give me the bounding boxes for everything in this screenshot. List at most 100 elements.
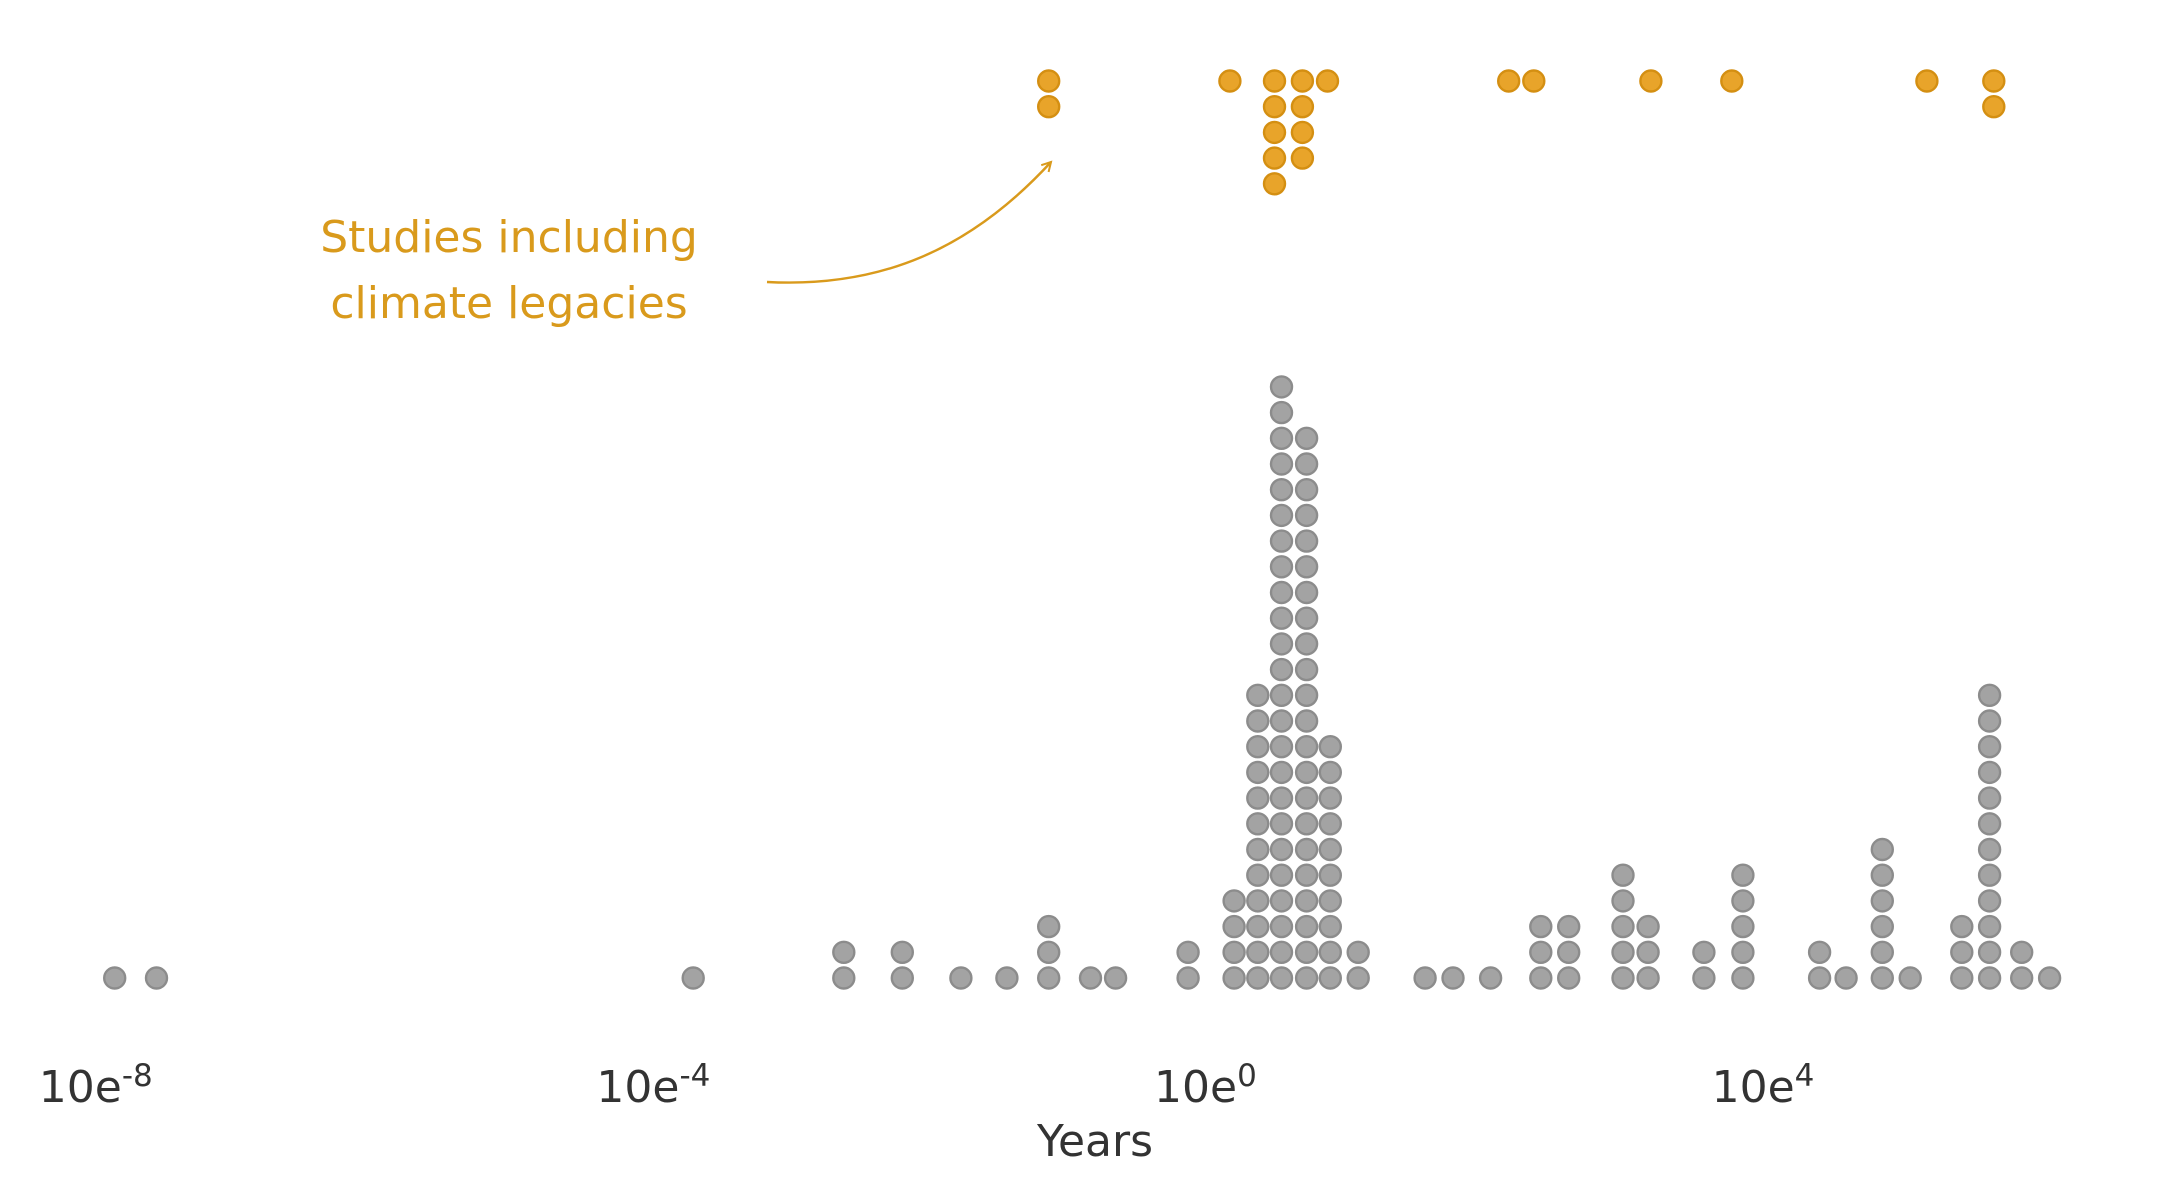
all-studies-dot-33-0 — [2037, 966, 2062, 990]
all-studies-dot-23-0 — [1636, 966, 1660, 990]
all-studies-dot-14-5 — [1294, 837, 1319, 862]
all-studies-dot-3-0 — [832, 966, 856, 990]
climate-legacy-dot-2-1 — [1262, 94, 1287, 119]
all-studies-dot-12-5 — [1246, 837, 1270, 862]
all-studies-dot-14-16 — [1294, 555, 1319, 579]
all-studies-dot-20-1 — [1529, 940, 1553, 964]
annotation-line-1: Studies including — [320, 212, 698, 263]
all-studies-dot-30-2 — [1950, 914, 1974, 939]
all-studies-dot-13-20 — [1269, 452, 1294, 476]
all-studies-dot-31-2 — [1977, 914, 2002, 939]
all-studies-dot-31-1 — [1977, 940, 2002, 964]
all-studies-dot-22-0 — [1611, 966, 1635, 990]
all-studies-dot-2-0 — [681, 966, 705, 990]
all-studies-dot-31-6 — [1977, 812, 2002, 836]
all-studies-dot-12-3 — [1246, 889, 1270, 913]
all-studies-dot-31-7 — [1977, 786, 2002, 810]
all-studies-dot-8-0 — [1078, 966, 1103, 990]
x-axis-title: Years — [1036, 1116, 1153, 1167]
all-studies-dot-15-3 — [1318, 889, 1343, 913]
all-studies-dot-13-10 — [1269, 709, 1294, 733]
all-studies-dot-12-0 — [1246, 966, 1270, 990]
climate-legacy-dots — [1036, 69, 2006, 196]
all-studies-dot-6-0 — [995, 966, 1019, 990]
climate-legacy-dot-7-0 — [1639, 69, 1663, 93]
all-studies-dot-13-12 — [1269, 657, 1294, 682]
all-studies-dot-31-9 — [1977, 735, 2002, 759]
all-studies-dot-17-0 — [1413, 966, 1437, 990]
all-studies-dot-13-23 — [1269, 375, 1294, 399]
all-studies-dot-14-1 — [1294, 940, 1319, 964]
all-studies-dot-31-10 — [1977, 709, 2002, 733]
all-studies-dot-32-0 — [2009, 966, 2034, 990]
all-studies-dot-14-7 — [1294, 786, 1319, 810]
all-studies-dot-14-17 — [1294, 529, 1319, 553]
all-studies-dot-30-1 — [1950, 940, 1974, 964]
climate-legacy-dot-10-0 — [1982, 69, 2006, 93]
all-studies-dot-14-10 — [1294, 709, 1319, 733]
all-studies-dot-28-0 — [1870, 966, 1895, 990]
all-studies-dot-9-0 — [1103, 966, 1128, 990]
all-studies-dot-15-8 — [1318, 760, 1343, 785]
climate-legacy-dot-3-0 — [1290, 69, 1315, 93]
all-studies-dot-15-7 — [1318, 786, 1343, 810]
all-studies-dot-30-0 — [1950, 966, 1974, 990]
all-studies-dot-22-3 — [1611, 889, 1635, 913]
all-studies-dot-4-1 — [890, 940, 914, 964]
all-studies-dot-12-4 — [1246, 863, 1270, 887]
all-studies-dot-27-0 — [1834, 966, 1858, 990]
x-tick-label-3: 10e4 — [1712, 1058, 1815, 1113]
climate-legacy-dot-3-2 — [1290, 120, 1315, 145]
all-studies-dot-15-1 — [1318, 940, 1343, 964]
x-tick-label-0: 10e-8 — [39, 1058, 153, 1113]
all-studies-dot-13-7 — [1269, 786, 1294, 810]
all-studies-dot-15-5 — [1318, 837, 1343, 862]
climate-legacy-dot-6-0 — [1522, 69, 1546, 93]
climate-legacy-dot-2-0 — [1262, 69, 1287, 93]
all-studies-dot-11-1 — [1222, 940, 1246, 964]
all-studies-dot-13-2 — [1269, 914, 1294, 939]
x-tick-base-3: 10e — [1712, 1062, 1795, 1113]
climate-legacy-dot-0-1 — [1036, 94, 1061, 119]
all-studies-dot-12-2 — [1246, 914, 1270, 939]
climate-legacy-dot-1-0 — [1218, 69, 1242, 93]
climate-legacy-dot-3-3 — [1290, 146, 1315, 170]
all-studies-dot-24-0 — [1692, 966, 1716, 990]
all-studies-dot-28-5 — [1870, 837, 1895, 862]
all-studies-dot-31-11 — [1977, 683, 2002, 707]
all-studies-dot-14-13 — [1294, 632, 1319, 656]
all-studies-dot-28-2 — [1870, 914, 1895, 939]
all-studies-dot-7-0 — [1036, 966, 1061, 990]
all-studies-dot-0-0 — [102, 966, 127, 990]
x-tick-label-2: 10e0 — [1154, 1058, 1257, 1113]
all-studies-dot-13-4 — [1269, 863, 1294, 887]
all-studies-dot-19-0 — [1478, 966, 1503, 990]
climate-legacy-dot-8-0 — [1720, 69, 1744, 93]
all-studies-dot-14-9 — [1294, 735, 1319, 759]
all-studies-dot-11-0 — [1222, 966, 1246, 990]
all-studies-dot-13-18 — [1269, 503, 1294, 528]
all-studies-dot-4-0 — [890, 966, 914, 990]
all-studies-dot-12-8 — [1246, 760, 1270, 785]
climate-legacy-dot-9-0 — [1915, 69, 1939, 93]
all-studies-dot-22-4 — [1611, 863, 1635, 887]
all-studies-dot-14-15 — [1294, 580, 1319, 605]
all-studies-dot-13-6 — [1269, 812, 1294, 836]
all-studies-dot-13-8 — [1269, 760, 1294, 785]
climate-legacy-dot-2-2 — [1262, 120, 1287, 145]
all-studies-dot-23-1 — [1636, 940, 1660, 964]
all-studies-dot-12-1 — [1246, 940, 1270, 964]
all-studies-dot-15-6 — [1318, 812, 1343, 836]
all-studies-dot-26-1 — [1807, 940, 1832, 964]
all-studies-dot-22-2 — [1611, 914, 1635, 939]
x-tick-base-1: 10e — [596, 1062, 679, 1113]
all-studies-dot-12-9 — [1246, 735, 1270, 759]
all-studies-dot-13-14 — [1269, 606, 1294, 630]
climate-legacy-dot-2-3 — [1262, 146, 1287, 170]
all-studies-dot-13-17 — [1269, 529, 1294, 553]
x-tick-exponent-0: -8 — [122, 1058, 153, 1094]
all-studies-dot-14-8 — [1294, 760, 1319, 785]
all-studies-dot-11-2 — [1222, 914, 1246, 939]
x-tick-exponent-3: 4 — [1795, 1058, 1815, 1094]
